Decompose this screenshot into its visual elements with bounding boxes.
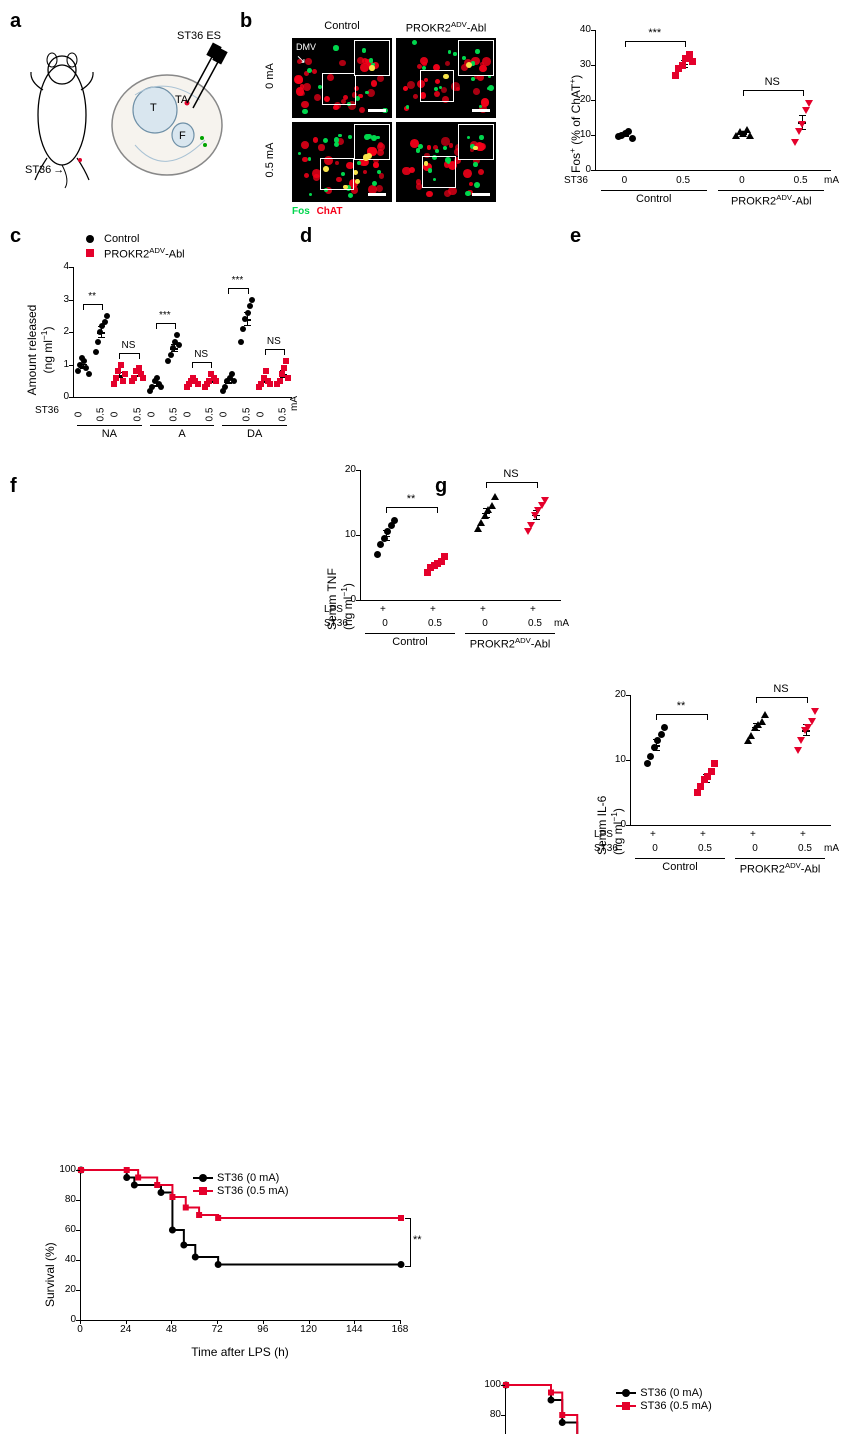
cross-F-label: F [179,130,186,142]
panel-label-e: e [570,225,581,248]
panel-label-d: d [300,225,312,248]
leg-cross-section-icon [105,40,230,190]
panel-label-f: f [10,475,17,498]
es-label: ST36 ES [177,30,221,42]
chart-f-plot: ST36 (0 mA)ST36 (0.5 mA)** [80,1170,401,1321]
panel-b: Control PROKR2ADV-Abl 0 mA 0.5 mA DMV↘ [260,20,840,225]
chart-e: Serum IL-6(ng ml−1) **NS 0102000.500.5mA… [590,685,840,910]
chart-d: Serum TNF(ng ml−1) **NS 0102000.500.5mA+… [320,460,565,685]
micro-row-05ma: 0.5 mA [264,130,276,190]
micrograph-grid: DMV↘ [292,38,496,202]
chart-f: Survival (%) ST36 (0 mA)ST36 (0.5 mA)** … [25,1160,425,1375]
chart-d-plot: **NS [360,470,561,601]
figure-root: a b c d e f g ST36→ [10,10,849,707]
panel-label-a: a [10,10,21,33]
chart-f-xlabel: Time after LPS (h) [80,1345,400,1359]
micro-col-header-abl: PROKR2ADV-Abl [396,20,496,35]
st36-arrow-label: ST36→ [25,164,64,176]
panel-label-b: b [240,10,252,33]
cross-TA-label: TA [175,94,188,106]
chart-b: Fos+ (% of ChAT+) ***NS 01020304000.500.… [560,25,835,220]
cross-T-label: T [150,102,157,114]
chart-b-plot: ***NS [595,30,831,171]
micrograph-abl-0ma [396,38,496,118]
chart-c-legend: Control PROKR2ADV-Abl [80,233,185,262]
micro-key: Fos ChAT [292,206,342,217]
chart-e-plot: **NS [630,695,831,826]
micro-col-header-control: Control [292,20,392,32]
chart-c-plot: **NS***NS***NS [73,267,292,398]
panel-label-c: c [10,225,21,248]
chart-g: Survival (%) ST36 (0 mA)ST36 (0.5 mA)NS … [450,1375,845,1434]
micro-row-0ma: 0 mA [264,46,276,106]
panel-a-schematic: ST36→ T F TA ST36 ES [25,30,235,200]
micrograph-control-0ma: DMV↘ [292,38,392,118]
chart-g-plot: ST36 (0 mA)ST36 (0.5 mA)NS [505,1385,821,1434]
micrograph-control-05ma [292,122,392,202]
chart-c: Control PROKR2ADV-Abl Amount released(ng… [25,235,295,460]
micrograph-abl-05ma [396,122,496,202]
